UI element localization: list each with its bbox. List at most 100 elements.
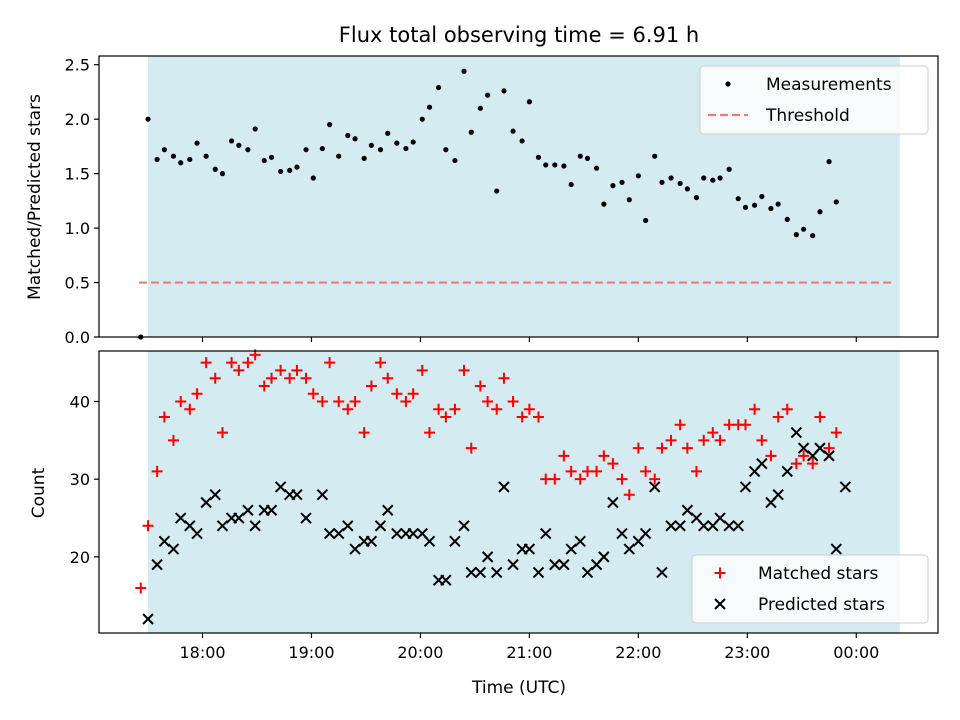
- predicted-point: [274, 481, 287, 493]
- predicted-point: [465, 566, 477, 579]
- measurement-point: [693, 194, 700, 201]
- bottom-x-tick-label: 21:00: [506, 643, 552, 662]
- measurement-point: [145, 116, 151, 122]
- matched-point: [807, 458, 819, 470]
- matched-point: [465, 442, 477, 454]
- predicted-point: [756, 457, 768, 470]
- bottom-x-tick-label: 22:00: [615, 643, 661, 662]
- matched-point: [507, 395, 519, 407]
- predicted-point: [565, 543, 577, 555]
- predicted-point: [656, 566, 668, 579]
- matched-point: [135, 582, 147, 594]
- matched-point: [167, 434, 179, 446]
- measurement-point: [519, 138, 525, 144]
- top-y-tick-label: 2.0: [65, 110, 90, 129]
- matched-point: [665, 434, 677, 446]
- measurement-point: [535, 154, 542, 160]
- matched-point: [772, 411, 784, 423]
- matched-point: [382, 372, 394, 384]
- predicted-point: [665, 520, 677, 532]
- predicted-point: [714, 512, 726, 524]
- measurement-point: [319, 145, 325, 152]
- matched-point: [284, 372, 296, 384]
- predicted-point: [423, 535, 436, 548]
- predicted-point: [549, 558, 561, 571]
- measurement-point: [768, 205, 774, 212]
- predicted-point: [349, 543, 361, 555]
- measurement-point: [735, 196, 741, 202]
- predicted-point: [342, 520, 354, 532]
- predicted-point: [458, 520, 470, 532]
- predicted-point: [382, 504, 394, 516]
- matched-point: [191, 388, 203, 400]
- predicted-point: [781, 465, 793, 478]
- matched-point: [316, 395, 328, 407]
- measurement-point: [593, 165, 600, 171]
- predicted-point: [830, 543, 843, 555]
- legend-label: Predicted stars: [758, 595, 885, 615]
- matched-point: [275, 364, 287, 376]
- measurement-point: [652, 153, 658, 159]
- predicted-point: [300, 512, 312, 524]
- matched-point: [714, 434, 726, 446]
- predicted-point: [823, 450, 835, 462]
- matched-point: [765, 450, 777, 462]
- matched-point: [151, 465, 163, 477]
- top-y-tick-label: 0.0: [65, 328, 90, 347]
- matched-point: [474, 380, 486, 392]
- measurement-point: [477, 105, 483, 111]
- measurement-point: [601, 201, 607, 207]
- predicted-point: [639, 527, 652, 540]
- measurement-point: [626, 197, 632, 203]
- measurement-point: [759, 193, 765, 200]
- predicted-point: [607, 496, 619, 509]
- measurement-point: [784, 216, 790, 222]
- predicted-point: [200, 496, 212, 509]
- matched-point: [591, 465, 603, 477]
- matched-point: [184, 403, 196, 415]
- legend-label: Matched stars: [758, 564, 878, 584]
- matched-point: [374, 357, 386, 369]
- bottom-legend: Matched stars Predicted stars: [691, 554, 929, 624]
- measurement-point: [701, 175, 707, 181]
- predicted-point: [151, 558, 163, 571]
- measurement-point: [577, 153, 583, 159]
- measurement-point: [742, 204, 749, 210]
- measurement-point: [510, 128, 516, 134]
- measurement-point: [584, 155, 591, 161]
- predicted-point: [623, 543, 635, 555]
- measurement-point: [717, 175, 723, 181]
- matched-point: [200, 357, 212, 369]
- matched-point: [142, 520, 154, 532]
- top-legend-box: [699, 65, 929, 135]
- top-panel: 0.0 0.5 1.0 1.5 2.0 2.5 Measurements Threshold: [65, 55, 939, 347]
- measurement-point: [793, 232, 799, 238]
- matched-point: [358, 427, 370, 439]
- measurement-point: [426, 104, 433, 110]
- predicted-point: [581, 566, 594, 579]
- matched-point: [523, 403, 535, 415]
- measurement-point: [385, 130, 391, 136]
- measurement-point: [501, 88, 507, 94]
- bottom-x-tick-label: 18:00: [179, 643, 225, 662]
- measurement-point: [494, 188, 500, 194]
- measurement-point: [219, 171, 226, 177]
- predicted-point: [732, 520, 744, 532]
- matched-point: [291, 364, 303, 376]
- measurement-point: [352, 136, 358, 142]
- measurement-point: [677, 180, 683, 187]
- measurement-point: [826, 159, 832, 165]
- matched-point: [498, 372, 510, 384]
- predicted-point: [772, 489, 784, 501]
- matched-point: [209, 372, 221, 384]
- matched-point: [158, 411, 170, 423]
- predicted-point: [739, 481, 752, 493]
- predicted-point: [681, 504, 694, 516]
- legend-label: Threshold: [765, 106, 850, 126]
- matched-point: [558, 450, 570, 462]
- predicted-point: [839, 481, 852, 493]
- top-axes-frame: [98, 55, 939, 338]
- measurement-point: [377, 147, 384, 153]
- matched-point: [416, 364, 428, 376]
- matched-point: [623, 489, 635, 501]
